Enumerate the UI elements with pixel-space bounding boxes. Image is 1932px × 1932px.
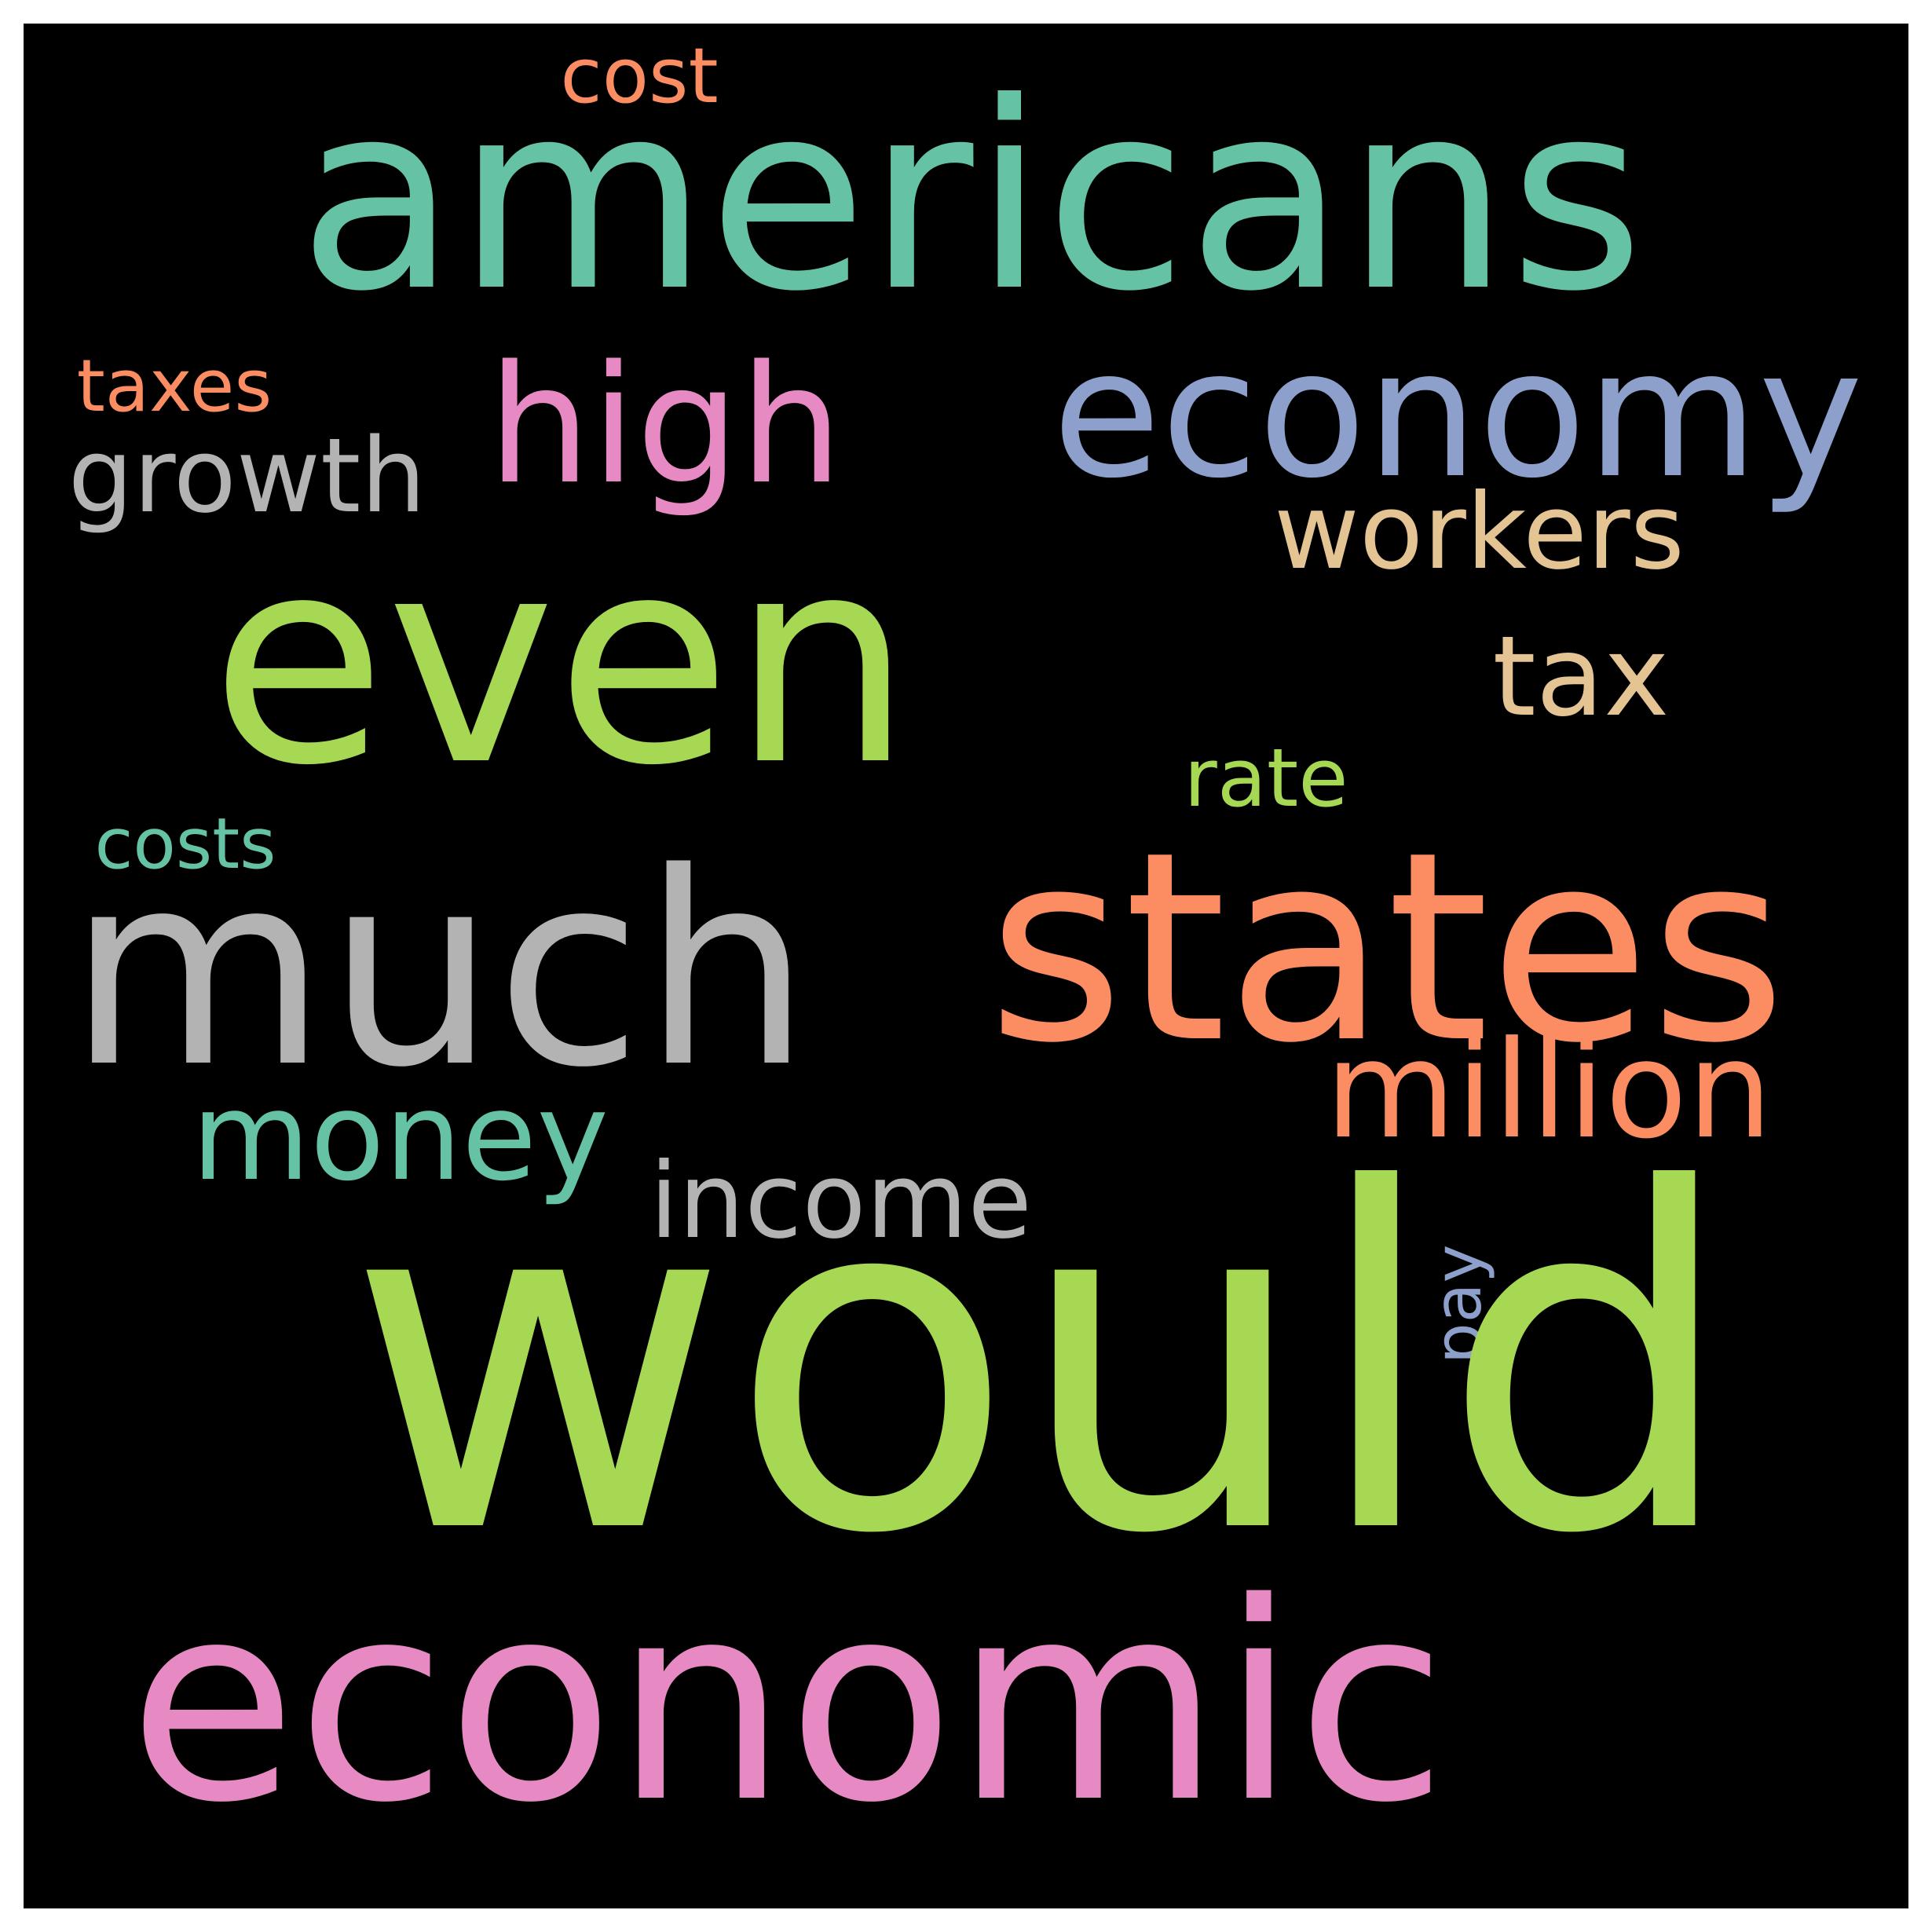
word-high: high	[487, 330, 843, 520]
word-much: much	[68, 815, 811, 1125]
word-even: even	[210, 495, 913, 828]
word-americans: americans	[298, 47, 1645, 348]
word-income: income	[649, 1141, 1033, 1262]
word-million: million	[1325, 1012, 1773, 1169]
word-would: would	[346, 1092, 1738, 1636]
word-cost: cost	[560, 31, 719, 120]
word-money: money	[191, 1066, 609, 1208]
word-workers: workers	[1274, 472, 1685, 593]
word-growth: growth	[68, 415, 426, 536]
word-cloud-canvas: americans cost high economy taxes growth…	[24, 24, 1908, 1908]
word-states: states	[987, 796, 1787, 1100]
word-tax: tax	[1492, 613, 1670, 741]
word-economic: economic	[128, 1545, 1447, 1863]
word-economy: economy	[1052, 312, 1864, 518]
word-rate: rate	[1184, 731, 1348, 825]
word-taxes: taxes	[76, 344, 273, 428]
word-costs: costs	[94, 803, 276, 884]
